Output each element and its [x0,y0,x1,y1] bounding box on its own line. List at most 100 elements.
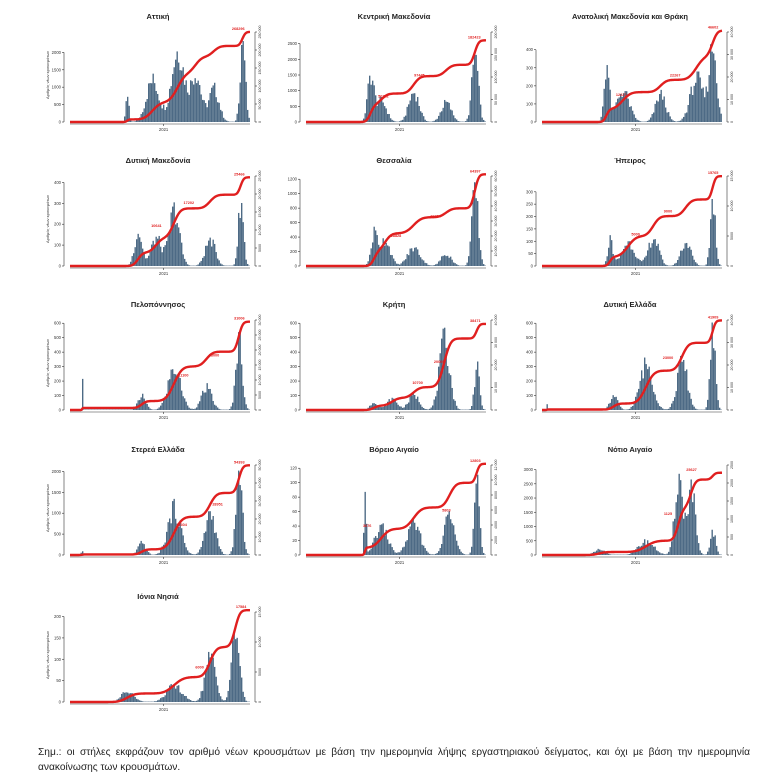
case-bar [187,92,189,122]
y-tick-label: 100 [526,239,534,244]
case-bar [426,263,428,266]
y-tick-label: 250 [526,202,534,207]
case-bar [447,101,449,122]
cumulative-label: 182423 [468,35,481,39]
case-bar [683,359,685,410]
case-bar [236,113,238,122]
case-bar [411,248,413,266]
cumulative-label: 3676 [363,524,371,528]
y-right-tick-label: 15 000 [258,207,262,218]
case-bar [414,522,416,555]
case-bar [223,553,225,555]
cumulative-label: 38471 [470,319,481,323]
case-bar [602,106,604,122]
case-bar [137,233,139,266]
case-bar [196,265,198,266]
case-bar [372,80,374,122]
cumulative-line [69,464,251,557]
cumulative-label: 17584 [236,605,247,609]
case-bar [454,534,456,555]
cumulative-label: 10700 [412,381,423,385]
case-bar [221,111,223,122]
case-bar [369,550,371,555]
case-bar [630,552,632,555]
cumulative-label: 18828 [391,234,402,238]
case-bar [444,327,446,410]
case-bar [172,206,174,266]
y-right-tick-label: 5000 [258,668,262,676]
case-bar [214,82,216,122]
y-right-tick-label: 12 000 [494,460,498,471]
case-bar [142,248,144,266]
case-bar [185,547,187,555]
case-bar [481,547,483,555]
y-right-tick-label: 100 000 [258,80,262,93]
case-bar [128,105,130,122]
case-bar [203,532,205,555]
case-bar [474,387,476,410]
y-right-tick-label: 5000 [730,232,734,240]
case-bar [136,239,138,266]
case-bar [615,396,617,410]
case-bar [155,554,157,555]
case-bar [427,552,429,555]
case-bar [475,369,477,410]
case-bar [687,390,689,410]
case-bar [390,543,392,555]
case-bar [477,361,479,410]
case-bar [245,404,247,410]
case-bar [677,121,679,122]
case-bar [381,97,383,122]
case-bar [711,198,713,266]
y-right-tick-label: 8000 [494,491,498,499]
case-bar [230,662,232,702]
case-bar [448,511,450,555]
case-bar [394,261,396,266]
case-bar [444,99,446,122]
case-bar [379,406,381,410]
y-tick-label: 1000 [288,191,298,196]
x-tick-label: 2021 [395,271,405,276]
case-bar [681,496,683,555]
case-bar [415,529,417,555]
case-bar [444,255,446,266]
y-right-tick-label: 10 000 [494,246,498,257]
case-bar [681,361,683,410]
case-bar [621,251,623,266]
case-bar [414,93,416,122]
case-bar [152,240,154,266]
y-tick-label: 2000 [524,496,534,501]
case-bar [397,404,399,410]
case-bar [719,264,721,266]
case-bar [399,552,401,555]
case-bar [236,363,238,410]
y-right-tick-label: 25 000 [258,171,262,182]
y-right-tick-label: 0 [730,554,734,556]
case-bar [669,547,671,555]
case-bar [375,230,377,266]
case-bar [603,88,605,122]
case-bar [384,535,386,555]
case-bar [244,541,246,555]
cumulative-label: 25466 [234,172,245,176]
cumulative-label: 54393 [234,460,245,464]
case-bar [645,121,647,122]
case-bar [702,87,704,122]
case-bar [653,391,655,410]
cumulative-label: 97445 [414,73,425,77]
case-bar [459,409,461,410]
case-bar [430,407,432,410]
case-bar [391,547,393,555]
case-bar [433,554,435,555]
case-bar [441,111,443,122]
case-bar [364,491,366,555]
case-bar [242,41,244,123]
case-bar [212,85,214,122]
case-bar [122,692,124,702]
case-bar [424,119,426,122]
case-bar [131,693,133,702]
case-bar [690,249,692,266]
case-bar [468,115,470,122]
case-bar [166,241,168,266]
case-bar [245,259,247,266]
